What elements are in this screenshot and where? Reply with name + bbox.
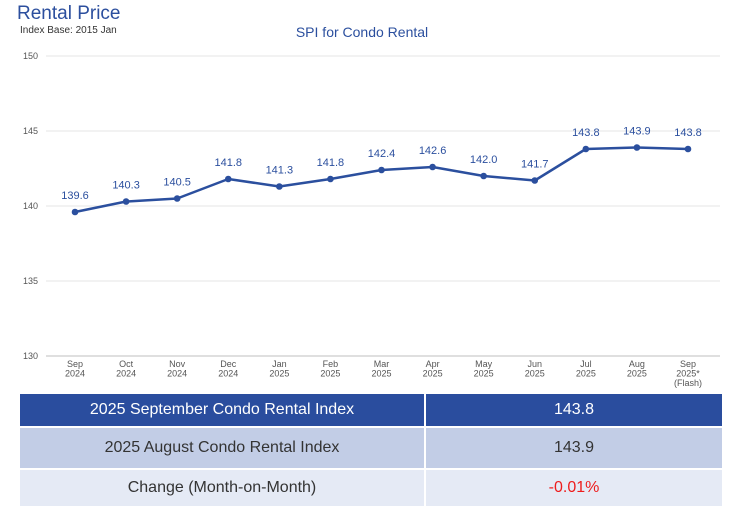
previous-index-row: 2025 August Condo Rental Index 143.9 [20, 428, 722, 470]
previous-index-label: 2025 August Condo Rental Index [20, 428, 426, 470]
y-tick-label: 140 [23, 201, 38, 211]
data-labels: 139.6 140.3 140.5 141.8 141.3 141.8 142.4 142.6… [61, 126, 702, 203]
x-tick-label: Nov 2024 [167, 359, 187, 379]
data-label: 140.5 [163, 177, 191, 189]
y-tick-label: 130 [23, 351, 38, 361]
data-point [480, 172, 487, 180]
previous-index-value: 143.9 [426, 428, 722, 470]
page-title: Rental Price [17, 3, 121, 24]
x-tick-label: Apr 2025 [423, 359, 443, 379]
data-label: 142.0 [470, 154, 498, 166]
grid-lines [46, 55, 720, 357]
x-axis-ticks: Sep 2024 Oct 2024 Nov 2024 Dec 2024 Jan 2025 Feb 20… [65, 359, 702, 388]
data-label: 140.3 [112, 180, 140, 192]
data-label: 141.7 [521, 159, 549, 171]
data-point [378, 166, 385, 174]
x-tick-label: Mar 2025 [371, 359, 391, 379]
data-point [684, 145, 692, 153]
data-label: 143.9 [623, 126, 651, 138]
data-point [173, 195, 181, 202]
data-label: 141.8 [317, 157, 345, 169]
x-tick-label: Oct 2024 [116, 359, 136, 379]
data-label: 142.6 [419, 145, 447, 157]
data-label: 142.4 [368, 148, 396, 160]
summary-table: 2025 September Condo Rental Index 143.8 … [20, 394, 722, 508]
x-tick-label: Feb 2025 [320, 359, 340, 379]
data-points [71, 144, 692, 216]
data-label: 143.8 [572, 127, 600, 139]
data-label: 139.6 [61, 190, 89, 202]
current-index-value: 143.8 [426, 394, 722, 428]
x-tick-label: Sep 2024 [65, 359, 85, 379]
current-index-label: 2025 September Condo Rental Index [20, 394, 426, 428]
data-point [276, 183, 283, 190]
data-point [582, 145, 590, 153]
spi-line-chart: 130 135 140 145 150 Sep 2024 Oct 2024 Nov 2024 Dec… [23, 24, 720, 388]
y-tick-label: 150 [23, 51, 38, 61]
x-tick-label: Jan 2025 [269, 359, 289, 379]
data-point [122, 198, 130, 205]
index-base-note: Index Base: 2015 Jan [20, 25, 117, 36]
x-tick-label: Dec 2024 [218, 359, 238, 379]
change-label: Change (Month-on-Month) [20, 470, 426, 508]
data-label: 141.8 [214, 157, 242, 169]
x-tick-label: Sep 2025* (Flash) [674, 359, 702, 388]
data-point [531, 177, 539, 184]
x-tick-label: Jun 2025 [525, 359, 545, 379]
data-point [633, 144, 641, 151]
data-point [224, 175, 232, 183]
change-value: -0.01% [426, 470, 722, 508]
x-tick-label: Aug 2025 [627, 359, 647, 379]
chart-title: SPI for Condo Rental [296, 24, 428, 40]
change-row: Change (Month-on-Month) -0.01% [20, 470, 722, 508]
y-tick-label: 135 [23, 276, 38, 286]
data-label: 141.3 [266, 165, 294, 177]
data-point [429, 163, 436, 171]
x-tick-label: May 2025 [474, 359, 494, 379]
data-point [327, 175, 334, 183]
x-tick-label: Jul 2025 [576, 359, 596, 379]
current-index-row: 2025 September Condo Rental Index 143.8 [20, 394, 722, 428]
y-tick-label: 145 [23, 126, 38, 136]
data-point [71, 208, 79, 216]
y-axis-ticks: 130 135 140 145 150 [23, 51, 38, 361]
data-label: 143.8 [674, 127, 702, 139]
